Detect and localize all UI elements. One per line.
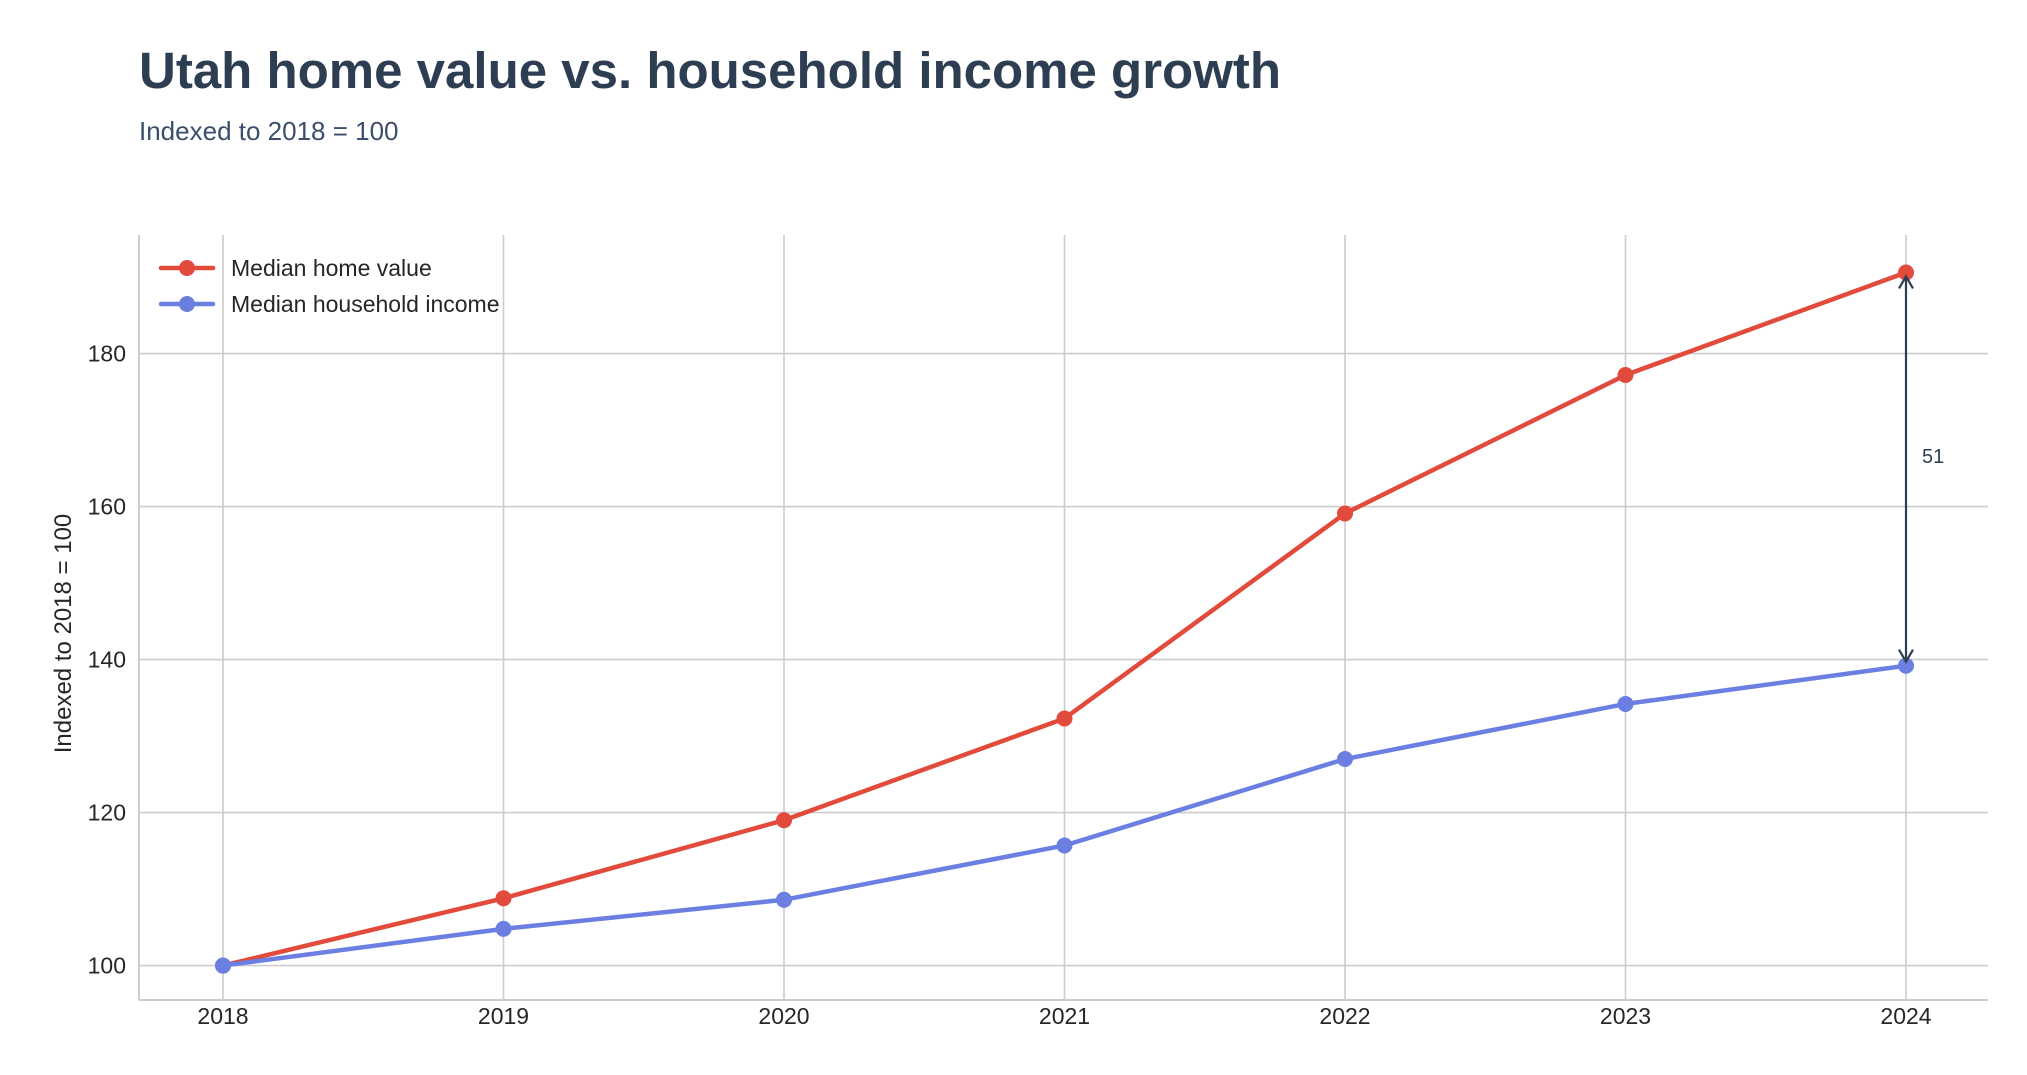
data-point bbox=[1056, 837, 1073, 854]
y-axis-label: Indexed to 2018 = 100 bbox=[50, 514, 77, 754]
legend-swatch-marker bbox=[179, 260, 195, 276]
legend-item: Median household income bbox=[158, 291, 500, 317]
annotations: 51 bbox=[1898, 274, 1944, 664]
data-point bbox=[495, 890, 512, 907]
legend-label: Median home value bbox=[231, 255, 432, 281]
arrowhead-down-icon bbox=[1898, 649, 1914, 664]
data-point bbox=[1617, 366, 1634, 383]
data-point bbox=[1898, 264, 1914, 281]
x-tick-label: 2021 bbox=[1039, 1003, 1090, 1029]
x-tick-label: 2018 bbox=[197, 1003, 248, 1029]
y-tick-label: 120 bbox=[88, 800, 126, 826]
data-point bbox=[215, 957, 231, 974]
legend-item: Median home value bbox=[158, 255, 432, 281]
legend-swatch-marker bbox=[179, 296, 195, 312]
data-point bbox=[495, 920, 512, 937]
data-point bbox=[1337, 505, 1353, 522]
x-tick-label: 2022 bbox=[1319, 1003, 1370, 1029]
x-tick-label: 2019 bbox=[478, 1003, 529, 1029]
data-point bbox=[776, 891, 792, 908]
arrowhead-up-icon bbox=[1898, 274, 1914, 290]
y-tick-label: 100 bbox=[88, 953, 126, 979]
data-point bbox=[1898, 657, 1914, 674]
legend-label: Median household income bbox=[231, 291, 500, 317]
data-point bbox=[1056, 710, 1073, 727]
x-tick-label: 2023 bbox=[1600, 1003, 1651, 1029]
x-tick-label: 2024 bbox=[1880, 1003, 1931, 1029]
gap-annotation: 51 bbox=[1898, 274, 1944, 664]
y-tick-label: 160 bbox=[88, 494, 126, 520]
chart-title: Utah home value vs. household income gro… bbox=[139, 42, 1281, 99]
data-point bbox=[1617, 695, 1634, 712]
gap-label: 51 bbox=[1922, 446, 1944, 468]
data-point bbox=[776, 812, 792, 829]
axes: 2018 2019 2020 2021 2022 2023 2024 100 120 140 160… bbox=[50, 235, 1988, 1029]
chart-subtitle: Indexed to 2018 = 100 bbox=[139, 116, 399, 146]
y-tick-label: 180 bbox=[88, 341, 126, 367]
series-0 bbox=[215, 264, 1914, 974]
y-tick-label: 140 bbox=[88, 647, 126, 673]
series-1 bbox=[215, 657, 1914, 974]
legend: Median home value Median household income bbox=[158, 255, 500, 317]
series bbox=[215, 264, 1914, 974]
x-tick-label: 2020 bbox=[758, 1003, 809, 1029]
data-point bbox=[1337, 751, 1353, 768]
